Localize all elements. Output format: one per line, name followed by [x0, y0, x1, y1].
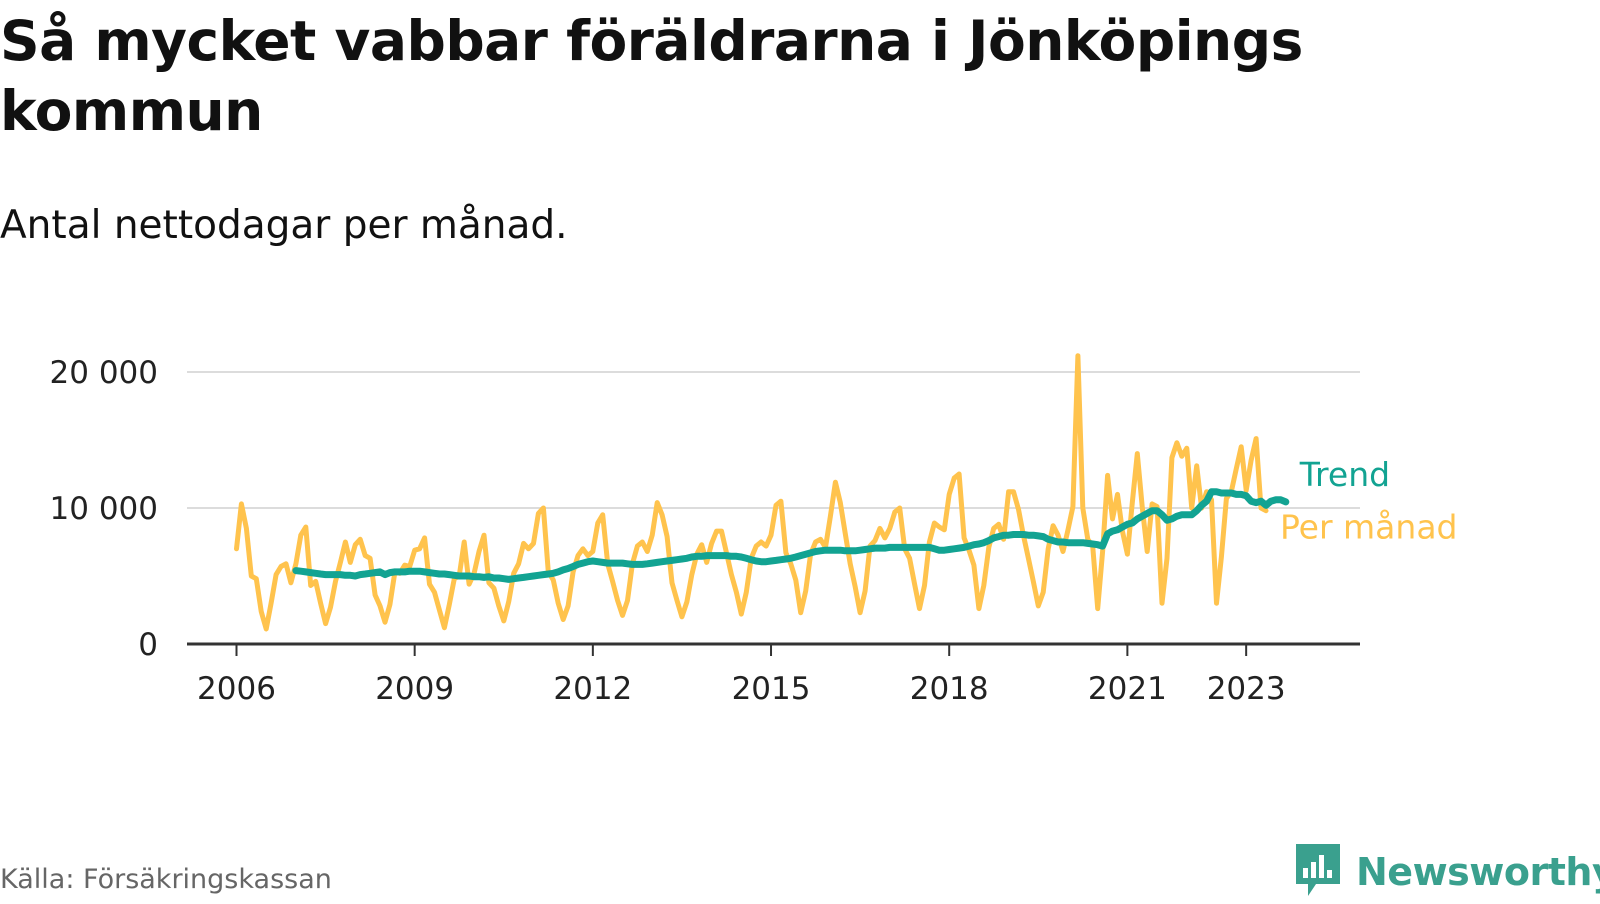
x-tick-label: 2015: [732, 671, 811, 707]
brand-name: Newsworthy: [1356, 850, 1600, 894]
x-tick-label: 2006: [197, 671, 276, 707]
source-note: Källa: Försäkringskassan: [0, 864, 332, 895]
x-tick-label: 2009: [375, 671, 454, 707]
trend-series-label: Trend: [1299, 455, 1390, 494]
x-axis-ticks: 2006 2009 2012 2015 2018 2021 2023: [197, 644, 1286, 707]
brand-logo[interactable]: Newsworthy: [1292, 842, 1600, 902]
bar-chart-icon: [1292, 840, 1344, 904]
y-tick-label: 20 000: [50, 355, 158, 391]
x-tick-label: 2023: [1207, 671, 1286, 707]
y-tick-label: 10 000: [50, 491, 158, 527]
monthly-line: [234, 353, 1269, 632]
y-tick-label: 0: [138, 627, 158, 663]
series-labels: Per månad Trend: [1280, 455, 1458, 547]
chart-title: Så mycket vabbar föräldrarna i Jönköping…: [0, 9, 1303, 143]
y-axis-ticks: 0 10 000 20 000: [50, 355, 158, 663]
series-lines: [234, 353, 1290, 632]
monthly-series-label: Per månad: [1280, 508, 1458, 547]
chart-subtitle: Antal nettodagar per månad.: [0, 203, 568, 248]
x-tick-label: 2021: [1088, 671, 1167, 707]
x-tick-label: 2012: [553, 671, 632, 707]
x-tick-label: 2018: [910, 671, 989, 707]
trend-line: [292, 488, 1290, 583]
